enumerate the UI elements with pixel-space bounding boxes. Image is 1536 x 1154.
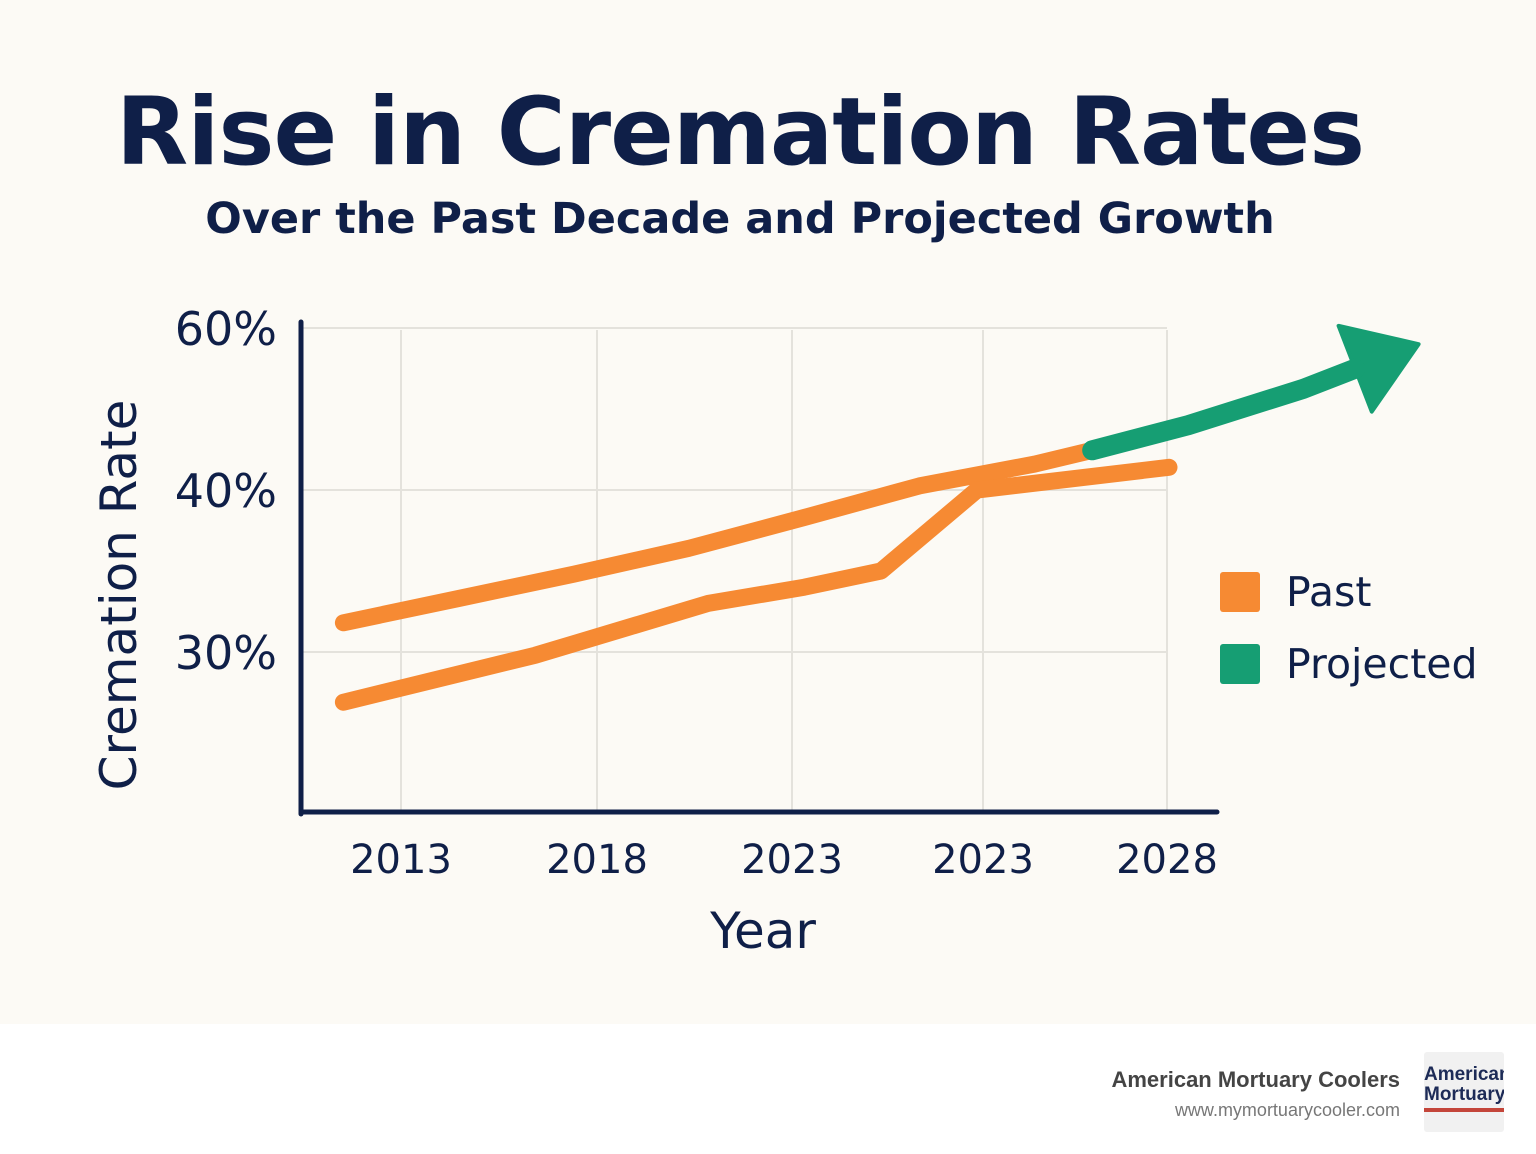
series-line-past-0 [334, 441, 1101, 632]
axes [298, 319, 1220, 817]
chart-canvas: Rise in Cremation Rates Over the Past De… [90, 78, 1478, 960]
x-tick-label: 2023 [932, 837, 1034, 883]
x-tick-label: 2013 [350, 837, 452, 883]
x-tick-label: 2028 [1116, 837, 1218, 883]
legend-item-past: Past [1220, 556, 1478, 628]
chart-subtitle: Over the Past Decade and Projected Growt… [205, 194, 1275, 244]
x-tick-label: 2023 [741, 837, 843, 883]
series-line-projected-1 [1082, 358, 1366, 461]
footer-brand: American Mortuary Coolers [1111, 1067, 1400, 1092]
series-line-past-2 [334, 458, 1178, 711]
y-axis-label: Cremation Rate [90, 400, 148, 791]
legend-swatch-past [1220, 572, 1260, 612]
x-axis-label: Year [709, 902, 816, 960]
footer: American Mortuary Coolers www.mymortuary… [0, 1024, 1536, 1154]
y-tick-label: 60% [175, 302, 277, 356]
logo-tagline-bar [1424, 1108, 1504, 1112]
legend-item-projected: Projected [1220, 628, 1478, 700]
legend: Past Projected [1220, 556, 1478, 700]
chart-title: Rise in Cremation Rates [115, 78, 1365, 187]
x-tick-labels: 2013 2018 2023 2023 2028 [350, 837, 1218, 883]
grid [301, 327, 1168, 812]
legend-label-past: Past [1286, 568, 1372, 616]
logo-text-line2: Mortuary [1424, 1084, 1504, 1105]
y-tick-label: 40% [175, 464, 277, 518]
logo-text-line1: American [1424, 1064, 1504, 1085]
line-chart: 30% 40% 60% 2013 2018 2023 2023 2028 Year Crem… [90, 302, 1421, 960]
footer-url[interactable]: www.mymortuarycooler.com [1174, 1100, 1400, 1120]
series-layer [334, 323, 1421, 711]
company-logo: American Mortuary [1424, 1052, 1504, 1132]
y-tick-labels: 30% 40% 60% [175, 302, 277, 680]
x-tick-label: 2018 [546, 837, 648, 883]
y-tick-label: 30% [175, 626, 277, 680]
legend-label-projected: Projected [1286, 640, 1478, 688]
legend-swatch-projected [1220, 644, 1260, 684]
